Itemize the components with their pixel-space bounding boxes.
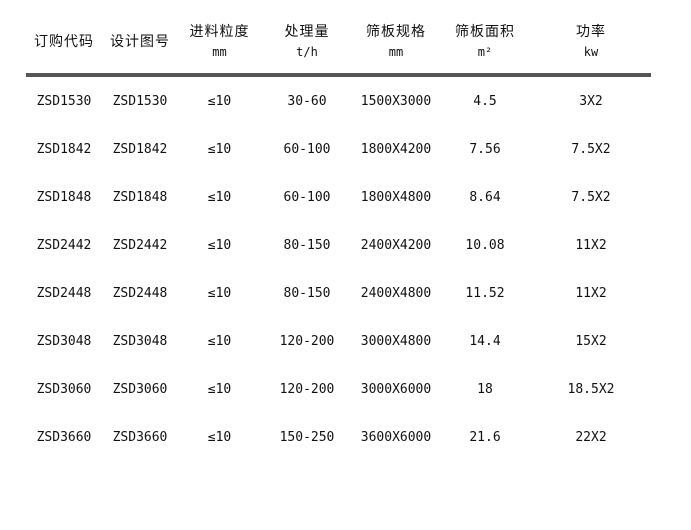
- table-cell: 80-150: [283, 285, 331, 301]
- table-cell: 11X2: [575, 237, 607, 253]
- table-cell: 2400X4800: [360, 285, 432, 301]
- table-cell: 60-100: [283, 141, 331, 157]
- table-cell: 1800X4200: [360, 141, 432, 157]
- column-unit: kw: [583, 44, 599, 59]
- column-label: 设计图号: [110, 33, 170, 50]
- table-cell: ≤10: [207, 237, 232, 253]
- column-header-feed-size: 进料粒度 mm: [178, 10, 261, 75]
- table-cell: 14.4: [469, 333, 501, 349]
- table-cell: 3000X4800: [360, 333, 432, 349]
- table-cell: 7.56: [469, 141, 501, 157]
- column-header-design-no: 设计图号: [102, 10, 178, 75]
- table-cell: 15X2: [575, 333, 607, 349]
- table-cell: ZSD3060: [112, 381, 168, 397]
- table-cell: ≤10: [207, 141, 232, 157]
- column-header-screen-size: 筛板规格 mm: [353, 10, 439, 75]
- column-unit: m²: [477, 44, 493, 59]
- table-cell: 3X2: [579, 93, 603, 109]
- table-row: ZSD3660 ZSD3660 ≤10 150-250 3600X6000 21.6 22X…: [26, 413, 651, 461]
- table-cell: ZSD1842: [112, 141, 168, 157]
- table-row: ZSD3060 ZSD3060 ≤10 120-200 3000X6000 18 18.5X…: [26, 365, 651, 413]
- table-cell: ZSD1530: [112, 93, 168, 109]
- column-unit: mm: [212, 44, 227, 59]
- column-label: 进料粒度: [189, 23, 250, 40]
- column-header-power: 功率 kw: [531, 10, 651, 75]
- table-cell: 150-250: [279, 429, 335, 445]
- table-body: ZSD1530 ZSD1530 ≤10 30-60 1500X3000 4.5 3X2 ZSD…: [26, 75, 651, 461]
- table-cell: ZSD1848: [36, 189, 92, 205]
- table-cell: 10.08: [465, 237, 505, 253]
- table-cell: 30-60: [287, 93, 327, 109]
- table-cell: ZSD1848: [112, 189, 168, 205]
- table-cell: 3600X6000: [360, 429, 432, 445]
- table-cell: ZSD2448: [36, 285, 92, 301]
- table-header: 订购代码 设计图号 进料粒度 mm 处理量 t/h 筛板规格 mm 筛板面积 m: [26, 10, 651, 75]
- table-cell: 1500X3000: [360, 93, 432, 109]
- header-row: 订购代码 设计图号 进料粒度 mm 处理量 t/h 筛板规格 mm 筛板面积 m: [26, 10, 651, 75]
- table-cell: 120-200: [279, 381, 335, 397]
- table-cell: 21.6: [469, 429, 501, 445]
- column-header-capacity: 处理量 t/h: [261, 10, 353, 75]
- table-cell: ≤10: [207, 285, 232, 301]
- table-cell: 18: [477, 381, 493, 397]
- table-cell: ZSD3048: [36, 333, 92, 349]
- table-cell: 18.5X2: [567, 381, 615, 397]
- column-header-screen-area: 筛板面积 m²: [439, 10, 531, 75]
- table-cell: 60-100: [283, 189, 331, 205]
- table-cell: ≤10: [207, 429, 232, 445]
- table-cell: ZSD3660: [112, 429, 168, 445]
- column-unit: mm: [388, 44, 404, 59]
- table-row: ZSD1848 ZSD1848 ≤10 60-100 1800X4800 8.64 7.5X…: [26, 173, 651, 221]
- table-cell: 120-200: [279, 333, 335, 349]
- table-cell: ZSD2442: [36, 237, 92, 253]
- column-label: 订购代码: [34, 33, 94, 50]
- table-cell: 8.64: [469, 189, 501, 205]
- table-cell: 1800X4800: [360, 189, 432, 205]
- column-label: 功率: [576, 23, 606, 40]
- table-cell: 3000X6000: [360, 381, 432, 397]
- table-cell: 7.5X2: [571, 189, 611, 205]
- table-cell: ≤10: [207, 381, 232, 397]
- column-header-order-code: 订购代码: [26, 10, 102, 75]
- table-row: ZSD1842 ZSD1842 ≤10 60-100 1800X4200 7.56 7.5X…: [26, 125, 651, 173]
- column-label: 处理量: [284, 23, 330, 40]
- column-unit: t/h: [296, 44, 318, 59]
- table-cell: ≤10: [207, 333, 232, 349]
- table-row: ZSD1530 ZSD1530 ≤10 30-60 1500X3000 4.5 3X2: [26, 75, 651, 125]
- table-cell: ZSD1530: [36, 93, 92, 109]
- column-label: 筛板规格: [366, 23, 426, 40]
- table-row: ZSD2442 ZSD2442 ≤10 80-150 2400X4200 10.08 11X…: [26, 221, 651, 269]
- table-cell: ≤10: [207, 93, 232, 109]
- spec-table: 订购代码 设计图号 进料粒度 mm 处理量 t/h 筛板规格 mm 筛板面积 m: [26, 10, 651, 461]
- table-cell: 11X2: [575, 285, 607, 301]
- table-row: ZSD3048 ZSD3048 ≤10 120-200 3000X4800 14.4 15X…: [26, 317, 651, 365]
- table-cell: 2400X4200: [360, 237, 432, 253]
- column-label: 筛板面积: [455, 23, 515, 40]
- table-cell: ZSD1842: [36, 141, 92, 157]
- table-cell: 4.5: [473, 93, 497, 109]
- table-cell: 7.5X2: [571, 141, 611, 157]
- table-cell: 22X2: [575, 429, 607, 445]
- table-cell: ZSD3048: [112, 333, 168, 349]
- table-cell: 11.52: [465, 285, 505, 301]
- table-cell: ZSD3660: [36, 429, 92, 445]
- table-cell: ZSD3060: [36, 381, 92, 397]
- table-cell: ≤10: [207, 189, 232, 205]
- table-row: ZSD2448 ZSD2448 ≤10 80-150 2400X4800 11.52 11X…: [26, 269, 651, 317]
- table-cell: ZSD2448: [112, 285, 168, 301]
- table-cell: ZSD2442: [112, 237, 168, 253]
- table-cell: 80-150: [283, 237, 331, 253]
